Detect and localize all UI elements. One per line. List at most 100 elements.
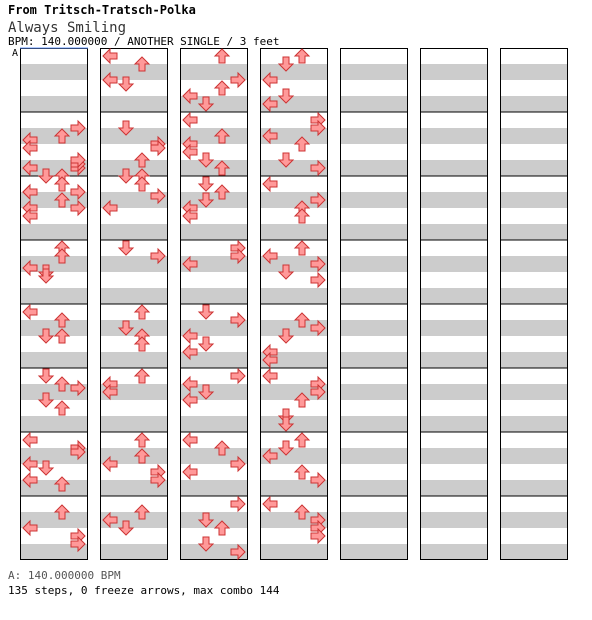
arrow-down	[277, 56, 295, 72]
beat-stripe	[180, 352, 248, 368]
beat-stripe	[420, 64, 488, 80]
arrow-left	[182, 375, 198, 393]
arrow-up	[133, 432, 151, 448]
arrow-left	[22, 519, 38, 537]
arrow-left	[182, 327, 198, 345]
arrow-up	[293, 432, 311, 448]
beat-stripe	[260, 256, 328, 272]
arrow-down	[37, 460, 55, 476]
arrow-up	[293, 464, 311, 480]
arrow-up	[53, 312, 71, 328]
beat-stripe	[20, 352, 88, 368]
arrow-right	[310, 159, 326, 177]
arrow-right	[310, 119, 326, 137]
beat-stripe	[340, 160, 408, 176]
arrow-right	[150, 139, 166, 157]
beat-stripe	[260, 480, 328, 496]
beat-stripe	[180, 128, 248, 144]
arrow-down	[277, 328, 295, 344]
beat-stripe	[340, 192, 408, 208]
beat-stripe	[100, 512, 168, 528]
arrow-left	[22, 303, 38, 321]
arrow-right	[150, 187, 166, 205]
arrow-up	[213, 440, 231, 456]
beat-stripe	[260, 352, 328, 368]
beat-stripe	[100, 128, 168, 144]
beat-stripe	[20, 224, 88, 240]
beat-stripe	[500, 416, 568, 432]
arrow-up	[53, 328, 71, 344]
beat-stripe	[180, 192, 248, 208]
bpm-marker-label: A	[12, 48, 18, 59]
beat-stripe	[260, 96, 328, 112]
beat-stripe	[100, 544, 168, 560]
arrow-down	[117, 520, 135, 536]
arrow-up	[53, 376, 71, 392]
arrow-up	[293, 312, 311, 328]
beat-stripe	[180, 416, 248, 432]
beat-stripe	[500, 544, 568, 560]
arrow-left	[22, 455, 38, 473]
beat-stripe	[180, 512, 248, 528]
arrow-left	[182, 111, 198, 129]
beat-stripe	[180, 64, 248, 80]
arrow-up	[133, 176, 151, 192]
arrow-down	[37, 168, 55, 184]
chart-column	[100, 48, 168, 560]
arrow-left	[22, 207, 38, 225]
arrow-left	[102, 199, 118, 217]
arrow-left	[102, 511, 118, 529]
beat-stripe	[260, 512, 328, 528]
beat-stripe	[100, 384, 168, 400]
arrow-up	[213, 184, 231, 200]
beat-stripe	[500, 352, 568, 368]
arrow-left	[182, 207, 198, 225]
beat-stripe	[20, 480, 88, 496]
beat-stripe	[500, 96, 568, 112]
arrow-up	[53, 504, 71, 520]
beat-stripe	[420, 160, 488, 176]
beat-stripe	[500, 224, 568, 240]
arrow-down	[37, 392, 55, 408]
arrow-left	[262, 95, 278, 113]
arrow-left	[22, 183, 38, 201]
beat-stripe	[500, 320, 568, 336]
beat-stripe	[20, 192, 88, 208]
chart-stats: 135 steps, 0 freeze arrows, max combo 14…	[8, 584, 280, 597]
arrow-right	[310, 191, 326, 209]
arrow-down	[197, 192, 215, 208]
arrow-left	[182, 87, 198, 105]
chart-column	[420, 48, 488, 560]
arrow-left	[22, 431, 38, 449]
arrow-up	[133, 56, 151, 72]
arrow-down	[37, 328, 55, 344]
beat-stripe	[340, 288, 408, 304]
arrow-left	[22, 259, 38, 277]
beat-stripe	[500, 480, 568, 496]
arrow-down	[37, 368, 55, 384]
beat-stripe	[100, 288, 168, 304]
beat-stripe	[420, 224, 488, 240]
beat-stripe	[420, 352, 488, 368]
arrow-down	[197, 304, 215, 320]
arrow-left	[182, 343, 198, 361]
arrow-up	[133, 448, 151, 464]
arrow-right	[150, 471, 166, 489]
beat-stripe	[100, 352, 168, 368]
arrow-left	[262, 175, 278, 193]
beat-stripe	[180, 288, 248, 304]
beat-stripe	[340, 480, 408, 496]
beat-stripe	[100, 160, 168, 176]
beat-stripe	[100, 416, 168, 432]
arrow-right	[310, 471, 326, 489]
arrow-down	[117, 120, 135, 136]
beat-stripe	[180, 256, 248, 272]
beat-stripe	[100, 480, 168, 496]
arrow-up	[53, 128, 71, 144]
arrow-up	[213, 128, 231, 144]
arrow-right	[70, 119, 86, 137]
arrow-right	[230, 543, 246, 561]
beat-stripe	[340, 416, 408, 432]
arrow-up	[133, 504, 151, 520]
beat-stripe	[180, 320, 248, 336]
